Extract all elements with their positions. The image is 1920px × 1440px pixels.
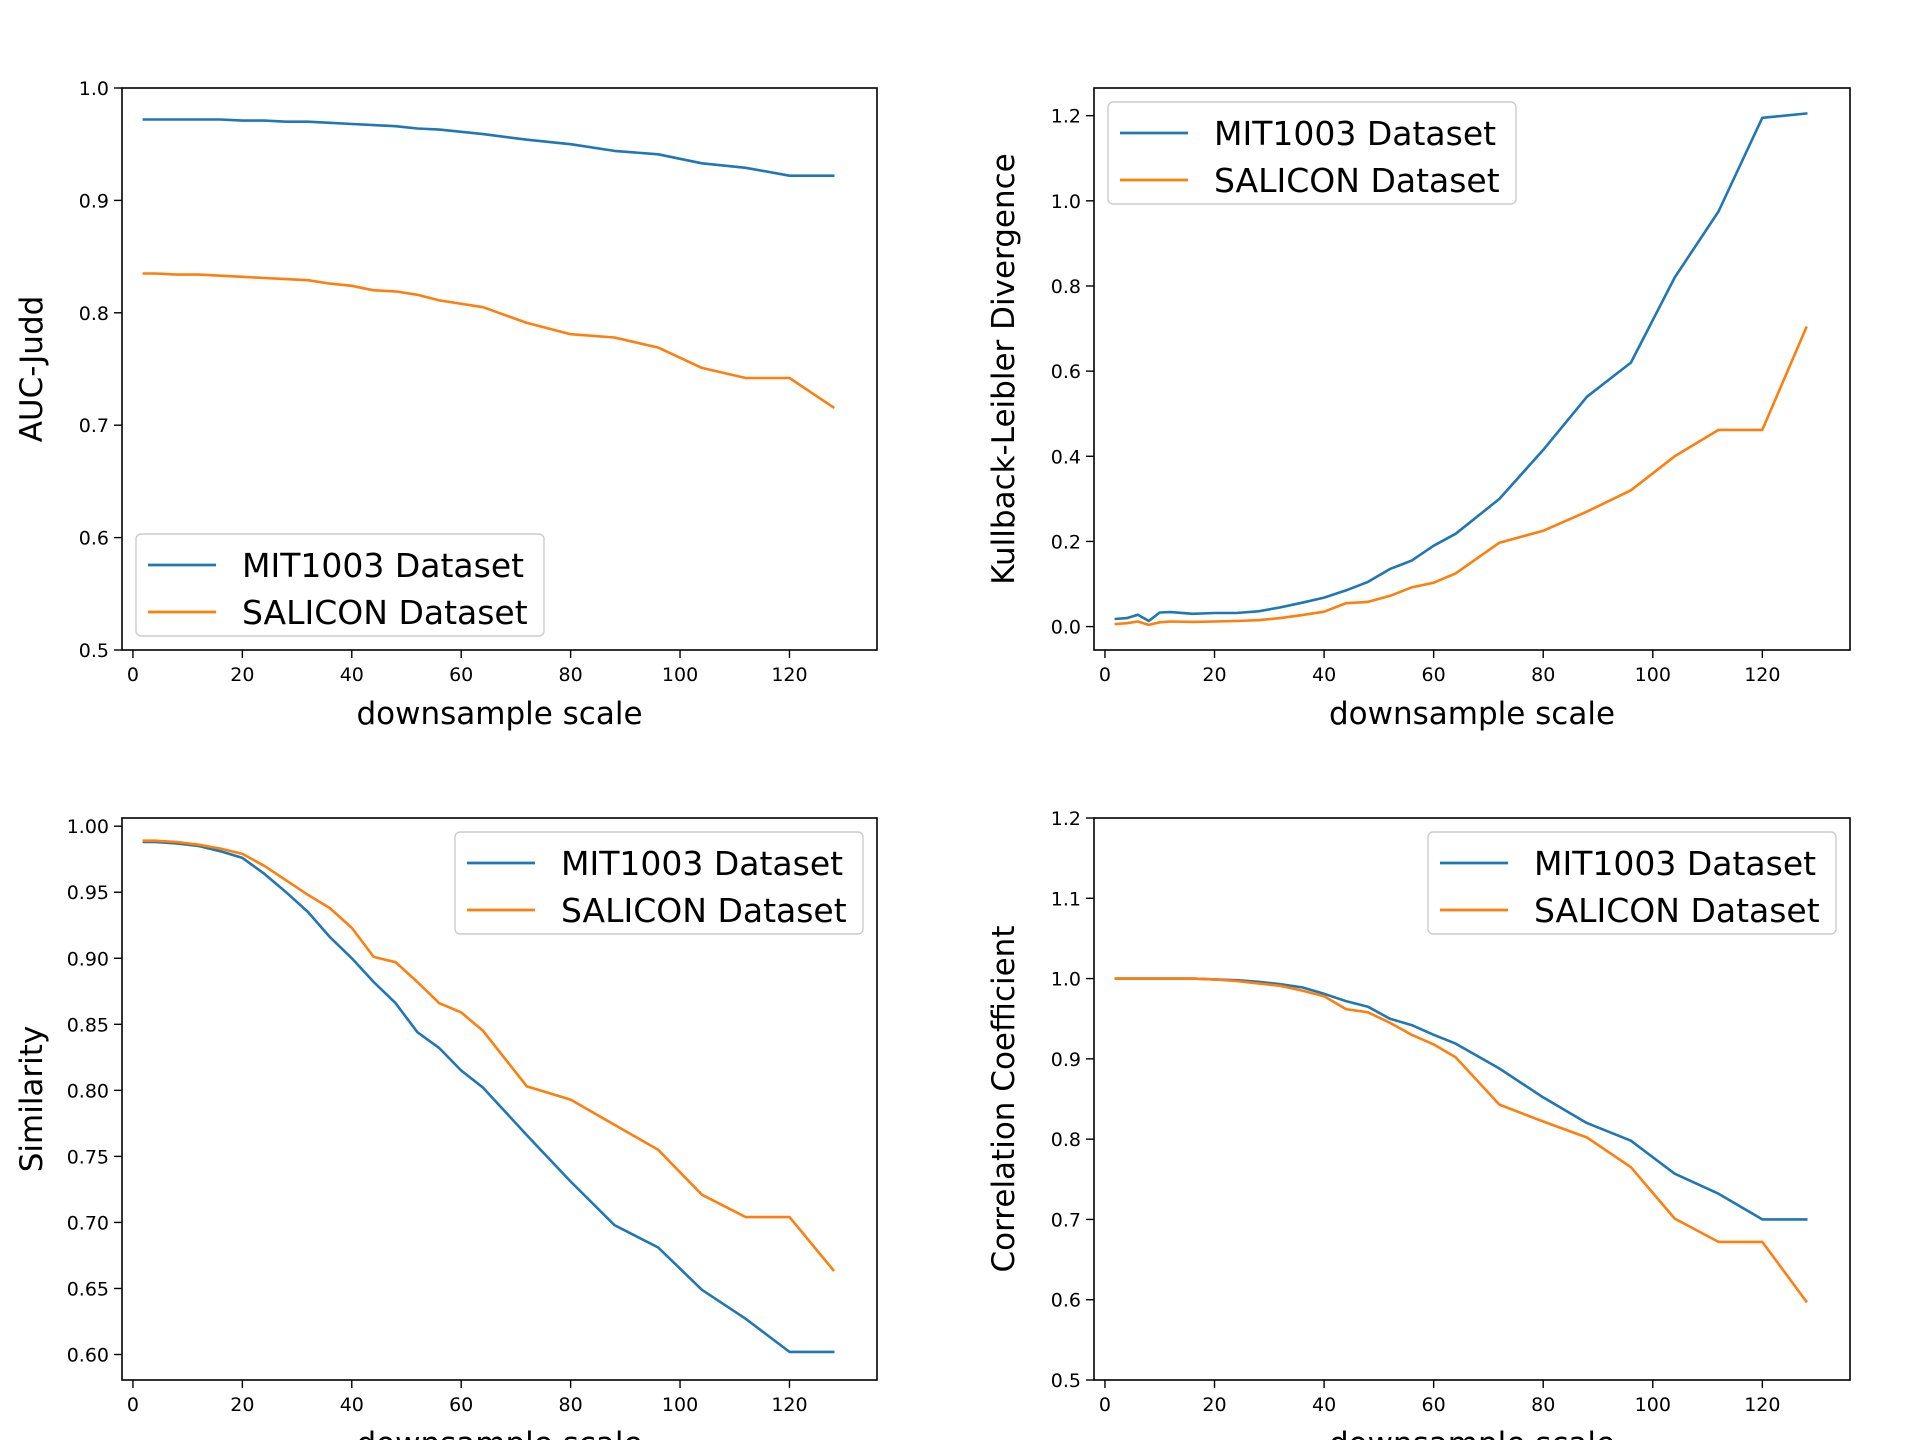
legend-label: MIT1003 Dataset bbox=[561, 844, 843, 883]
x-tick-label: 0 bbox=[127, 664, 139, 686]
y-tick-label: 0.85 bbox=[67, 1014, 109, 1036]
y-tick-label: 0.6 bbox=[1051, 1290, 1081, 1312]
y-tick-label: 0.7 bbox=[1051, 1209, 1081, 1231]
x-tick-label: 20 bbox=[1202, 1394, 1226, 1416]
x-tick-label: 100 bbox=[1635, 664, 1671, 686]
y-tick-label: 0.70 bbox=[67, 1212, 109, 1234]
y-tick-label: 0.8 bbox=[1051, 1129, 1081, 1151]
x-tick-label: 40 bbox=[340, 1394, 364, 1416]
y-tick-label: 0.6 bbox=[79, 528, 109, 550]
y-tick-label: 0.95 bbox=[67, 882, 109, 904]
axes-frame bbox=[1093, 87, 1851, 651]
x-tick-label: 60 bbox=[449, 1394, 473, 1416]
y-tick-label: 1.0 bbox=[1051, 969, 1081, 991]
y-tick-label: 1.2 bbox=[1051, 106, 1081, 128]
legend-label: SALICON Dataset bbox=[242, 593, 528, 632]
x-tick-label: 0 bbox=[127, 1394, 139, 1416]
y-tick-label: 0.9 bbox=[1051, 1049, 1081, 1071]
legend: MIT1003 Dataset SALICON Dataset bbox=[454, 831, 864, 935]
x-axis-label: downsample scale bbox=[356, 1426, 642, 1440]
legend-box bbox=[135, 533, 545, 637]
legend-label: MIT1003 Dataset bbox=[1534, 844, 1816, 883]
x-tick-label: 20 bbox=[1202, 664, 1226, 686]
chart-auc: 0 20 40 60 80 100 120 0.5 0.6 0.7 0.8 0.9 1.0 downsam… bbox=[14, 78, 878, 732]
chart-cc: 0 20 40 60 80 100 120 0.5 0.6 0.7 0.8 0.9 1.0 1.1 1.2 d… bbox=[986, 808, 1851, 1440]
y-tick-label: 0.5 bbox=[1051, 1370, 1081, 1392]
legend-label: SALICON Dataset bbox=[561, 891, 847, 930]
chart-kld: 0 20 40 60 80 100 120 0.0 0.2 0.4 0.6 0.8 1.0 1.2 down… bbox=[986, 87, 1851, 732]
y-tick-label: 0.65 bbox=[67, 1278, 109, 1300]
y-tick-label: 1.00 bbox=[67, 816, 109, 838]
axes-frame bbox=[121, 87, 878, 651]
y-tick-label: 1.1 bbox=[1051, 888, 1081, 910]
y-tick-label: 0.80 bbox=[67, 1080, 109, 1102]
y-tick-label: 0.4 bbox=[1051, 446, 1081, 468]
x-tick-label: 80 bbox=[559, 1394, 583, 1416]
series-line-salicon bbox=[1114, 977, 1809, 1304]
series-line-mit1003 bbox=[1114, 112, 1808, 623]
x-tick-label: 100 bbox=[662, 664, 698, 686]
x-axis-label: downsample scale bbox=[1329, 1426, 1615, 1440]
x-tick-label: 0 bbox=[1099, 664, 1111, 686]
legend: MIT1003 Dataset SALICON Dataset bbox=[1427, 831, 1837, 935]
series-line-salicon bbox=[142, 272, 836, 410]
legend-label: MIT1003 Dataset bbox=[1214, 114, 1496, 153]
y-tick-label: 0.2 bbox=[1051, 531, 1081, 553]
y-tick-label: 0.9 bbox=[79, 190, 109, 212]
x-tick-label: 20 bbox=[230, 1394, 254, 1416]
y-axis-label: Correlation Coefficient bbox=[986, 926, 1022, 1273]
x-tick-label: 120 bbox=[1744, 1394, 1780, 1416]
y-tick-label: 1.0 bbox=[79, 78, 109, 100]
x-tick-label: 60 bbox=[1422, 664, 1446, 686]
x-tick-label: 40 bbox=[1312, 664, 1336, 686]
y-tick-label: 0.7 bbox=[79, 415, 109, 437]
x-tick-label: 40 bbox=[1312, 1394, 1336, 1416]
series-line-mit1003 bbox=[142, 840, 835, 1354]
y-tick-label: 0.8 bbox=[79, 303, 109, 325]
x-axis-label: downsample scale bbox=[356, 696, 642, 732]
series-line-mit1003 bbox=[142, 118, 835, 177]
y-axis-label: Similarity bbox=[14, 1026, 50, 1173]
legend-box bbox=[454, 831, 864, 935]
y-tick-label: 0.8 bbox=[1051, 276, 1081, 298]
y-tick-label: 1.2 bbox=[1051, 808, 1081, 830]
legend-label: MIT1003 Dataset bbox=[242, 546, 524, 585]
x-tick-label: 80 bbox=[559, 664, 583, 686]
x-tick-label: 120 bbox=[1744, 664, 1780, 686]
y-tick-label: 1.0 bbox=[1051, 191, 1081, 213]
series-line-salicon bbox=[142, 839, 836, 1272]
y-tick-label: 0.90 bbox=[67, 948, 109, 970]
x-tick-label: 120 bbox=[771, 1394, 807, 1416]
y-tick-label: 0.0 bbox=[1051, 617, 1081, 639]
y-tick-label: 0.60 bbox=[67, 1345, 109, 1367]
legend-label: SALICON Dataset bbox=[1534, 891, 1820, 930]
x-axis-label: downsample scale bbox=[1329, 696, 1615, 732]
x-tick-label: 100 bbox=[1635, 1394, 1671, 1416]
series-line-salicon bbox=[1114, 325, 1808, 627]
legend-box bbox=[1107, 101, 1517, 205]
x-tick-label: 120 bbox=[771, 664, 807, 686]
x-tick-label: 80 bbox=[1531, 664, 1555, 686]
y-tick-label: 0.6 bbox=[1051, 361, 1081, 383]
legend-label: SALICON Dataset bbox=[1214, 161, 1500, 200]
y-tick-label: 0.75 bbox=[67, 1146, 109, 1168]
legend-box bbox=[1427, 831, 1837, 935]
x-tick-label: 80 bbox=[1531, 1394, 1555, 1416]
x-tick-label: 100 bbox=[662, 1394, 698, 1416]
x-tick-label: 40 bbox=[340, 664, 364, 686]
legend: MIT1003 Dataset SALICON Dataset bbox=[1107, 101, 1517, 205]
legend: MIT1003 Dataset SALICON Dataset bbox=[135, 533, 545, 637]
x-tick-label: 0 bbox=[1099, 1394, 1111, 1416]
x-tick-label: 20 bbox=[230, 664, 254, 686]
x-tick-label: 60 bbox=[449, 664, 473, 686]
y-tick-label: 0.5 bbox=[79, 640, 109, 662]
axes-frame bbox=[121, 817, 878, 1381]
axes-frame bbox=[1093, 817, 1851, 1381]
y-axis-label: Kullback-Leibler Divergence bbox=[986, 153, 1022, 585]
chart-sim: 0 20 40 60 80 100 120 0.60 0.65 0.70 0.75 0.80 0.85 0… bbox=[14, 816, 878, 1440]
y-axis-label: AUC-Judd bbox=[14, 296, 50, 443]
x-tick-label: 60 bbox=[1422, 1394, 1446, 1416]
